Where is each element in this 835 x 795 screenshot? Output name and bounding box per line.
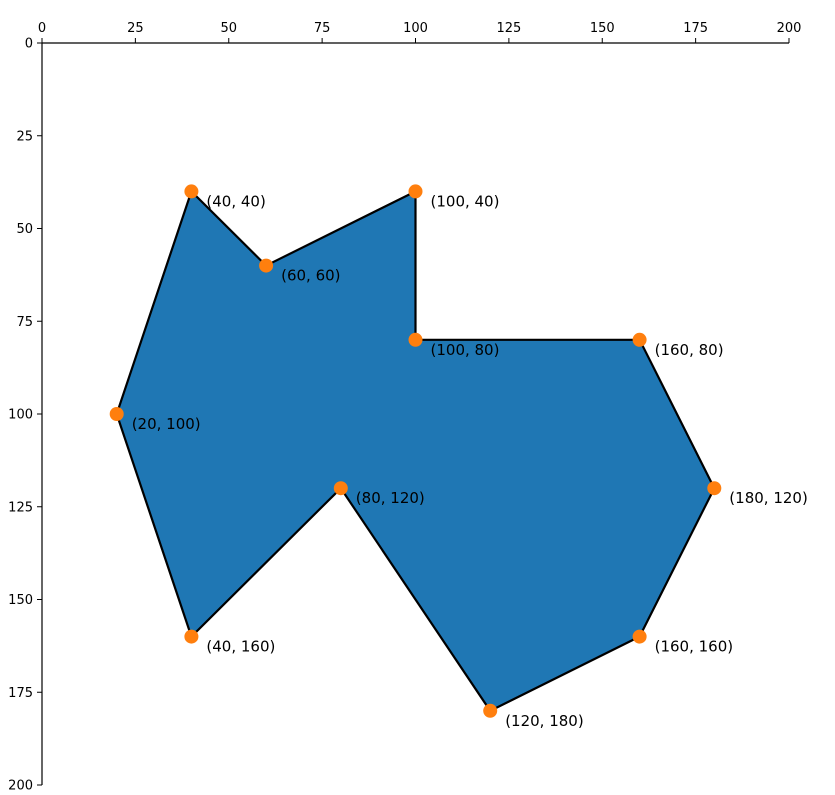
x-tick-label: 75 (314, 21, 331, 36)
vertex-marker (632, 332, 647, 347)
x-tick-label: 175 (683, 21, 708, 36)
x-tick-label: 50 (220, 21, 237, 36)
axes: 0 25 50 75 100 125 150 175 200 0 25 50 75 100 125 150 17… (8, 21, 801, 794)
y-tick-label: 150 (8, 593, 33, 608)
vertex-label: (160, 160) (655, 638, 734, 656)
polygon-layer (115, 189, 716, 713)
vertex-marker (408, 332, 423, 347)
x-tick-label: 200 (777, 21, 802, 36)
vertex-label: (40, 40) (206, 192, 265, 210)
y-tick-label: 125 (8, 500, 33, 515)
vertex-label: (100, 80) (431, 341, 500, 359)
x-tick-label: 150 (590, 21, 615, 36)
x-tick-label: 125 (496, 21, 521, 36)
vertex-labels: (40, 40) (60, 60) (100, 40) (100, 80) (160, … (132, 192, 808, 729)
vertex-marker (184, 184, 199, 199)
vertex-marker (632, 629, 647, 644)
y-tick-label: 0 (25, 37, 33, 52)
vertex-marker (333, 481, 348, 496)
y-tick-label: 75 (16, 315, 33, 330)
y-tick-label: 200 (8, 779, 33, 794)
vertex-marker (259, 258, 274, 273)
x-tick-label: 100 (403, 21, 428, 36)
vertex-label: (160, 80) (655, 341, 724, 359)
x-tick-label: 25 (127, 21, 144, 36)
vertex-marker (483, 703, 498, 718)
polygon-shape (115, 189, 716, 713)
vertex-label: (100, 40) (431, 192, 500, 210)
vertex-marker (707, 481, 722, 496)
vertex-label: (40, 160) (206, 638, 275, 656)
vertex-markers (109, 184, 722, 718)
vertex-marker (184, 629, 199, 644)
y-tick-label: 25 (16, 129, 33, 144)
vertex-label: (180, 120) (729, 489, 808, 507)
vertex-marker (408, 184, 423, 199)
vertex-label: (80, 120) (356, 489, 425, 507)
vertex-label: (120, 180) (505, 712, 584, 730)
vertex-label: (20, 100) (132, 415, 201, 433)
vertex-label: (60, 60) (281, 267, 340, 285)
y-tick-label: 100 (8, 408, 33, 423)
y-tick-label: 50 (16, 222, 33, 237)
vertex-marker (109, 407, 124, 421)
y-tick-label: 175 (8, 686, 33, 701)
x-tick-label: 0 (38, 21, 46, 36)
